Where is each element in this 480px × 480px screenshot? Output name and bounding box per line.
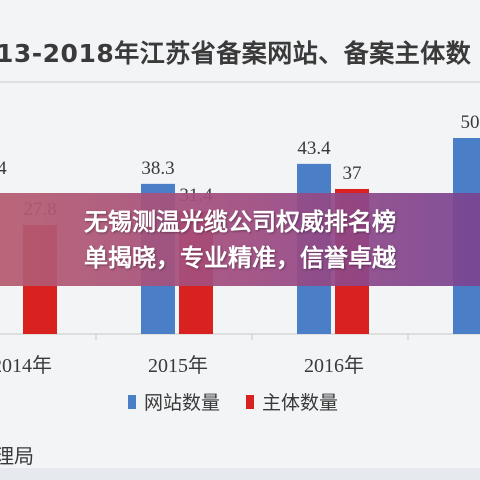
overlay-banner: 无锡测温光缆公司权威排名榜 单揭晓，专业精准，信誉卓越	[0, 193, 480, 286]
footer-strip	[0, 468, 480, 480]
data-label-site-1: 38.3	[141, 158, 174, 179]
legend-swatch-entity	[246, 394, 255, 409]
legend-item-site: 网站数量	[128, 388, 220, 415]
x-tick-label-2: 2016年	[304, 354, 364, 377]
source-note: 理局	[0, 444, 34, 468]
data-label-site-2: 43.4	[297, 138, 331, 159]
legend-label-site: 网站数量	[144, 392, 221, 414]
data-label-site-3: 50	[461, 112, 480, 133]
chart-legend: 网站数量 主体数量	[128, 388, 364, 415]
banner-line-1: 无锡测温光缆公司权威排名榜	[84, 207, 396, 236]
legend-label-entity: 主体数量	[262, 392, 339, 414]
x-tick-label-0: 2014年	[0, 354, 52, 377]
chart-title: 13-2018年江苏省备案网站、备案主体数	[0, 39, 472, 68]
x-tick-label-1: 2015年	[148, 354, 208, 377]
legend-item-entity: 主体数量	[246, 388, 338, 415]
data-label-site-0: 4	[0, 158, 7, 179]
banner-line-2: 单揭晓，专业精准，信誉卓越	[84, 243, 396, 272]
legend-swatch-site	[128, 394, 136, 409]
data-label-entity-2: 37	[343, 163, 362, 184]
